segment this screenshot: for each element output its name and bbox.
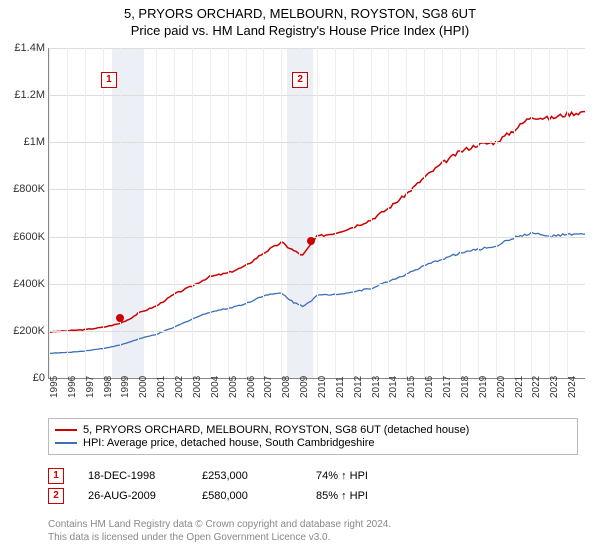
x-tick-label: 2017 [442, 376, 453, 398]
x-tick-label: 2002 [174, 376, 185, 398]
event-marker-point [307, 237, 315, 245]
txn-price: £580,000 [202, 490, 292, 502]
x-gridline [138, 48, 139, 378]
txn-vs-hpi: 85% ↑ HPI [316, 490, 406, 502]
table-row: 2 26-AUG-2009 £580,000 85% ↑ HPI [48, 488, 578, 504]
x-tick-label: 2012 [353, 376, 364, 398]
footer-line-2: This data is licensed under the Open Gov… [48, 531, 391, 544]
y-tick-label: £0 [33, 372, 45, 384]
x-tick-label: 2006 [246, 376, 257, 398]
legend-label: 5, PRYORS ORCHARD, MELBOURN, ROYSTON, SG… [83, 424, 469, 436]
x-gridline [281, 48, 282, 378]
x-tick-label: 2019 [478, 376, 489, 398]
x-gridline [67, 48, 68, 378]
x-gridline [210, 48, 211, 378]
chart-container: 5, PRYORS ORCHARD, MELBOURN, ROYSTON, SG… [0, 0, 600, 560]
x-gridline [549, 48, 550, 378]
x-gridline [335, 48, 336, 378]
event-marker-point [116, 314, 124, 322]
x-gridline [228, 48, 229, 378]
x-tick-label: 2005 [228, 376, 239, 398]
x-tick-label: 2003 [192, 376, 203, 398]
footer-line-1: Contains HM Land Registry data © Crown c… [48, 518, 391, 531]
x-tick-label: 2010 [317, 376, 328, 398]
x-tick-label: 2015 [406, 376, 417, 398]
event-marker-box: 2 [292, 72, 308, 88]
x-tick-label: 1998 [103, 376, 114, 398]
x-tick-label: 2020 [496, 376, 507, 398]
x-tick-label: 1995 [49, 376, 60, 398]
y-tick-label: £800K [13, 183, 45, 195]
x-gridline [496, 48, 497, 378]
legend-item: 5, PRYORS ORCHARD, MELBOURN, ROYSTON, SG… [55, 424, 571, 436]
x-tick-label: 2013 [371, 376, 382, 398]
x-tick-label: 2014 [388, 376, 399, 398]
x-gridline [156, 48, 157, 378]
x-tick-label: 2009 [299, 376, 310, 398]
y-tick-label: £400K [13, 278, 45, 290]
y-tick-label: £1.4M [14, 42, 45, 54]
legend: 5, PRYORS ORCHARD, MELBOURN, ROYSTON, SG… [48, 418, 578, 455]
x-tick-label: 1997 [85, 376, 96, 398]
y-tick-label: £600K [13, 231, 45, 243]
x-tick-label: 2008 [281, 376, 292, 398]
y-tick-label: £1M [24, 136, 45, 148]
txn-price: £253,000 [202, 470, 292, 482]
event-marker-box: 1 [101, 72, 117, 88]
x-gridline [192, 48, 193, 378]
marker-badge: 1 [48, 468, 64, 484]
x-gridline [424, 48, 425, 378]
x-tick-label: 2007 [263, 376, 274, 398]
x-tick-label: 2024 [567, 376, 578, 398]
x-gridline [263, 48, 264, 378]
legend-swatch [55, 442, 77, 444]
title-line-2: Price paid vs. HM Land Registry's House … [0, 23, 600, 40]
table-row: 1 18-DEC-1998 £253,000 74% ↑ HPI [48, 468, 578, 484]
y-tick-label: £200K [13, 325, 45, 337]
transaction-table: 1 18-DEC-1998 £253,000 74% ↑ HPI 2 26-AU… [48, 464, 578, 508]
x-gridline [442, 48, 443, 378]
x-tick-label: 2016 [424, 376, 435, 398]
x-tick-label: 2021 [514, 376, 525, 398]
txn-vs-hpi: 74% ↑ HPI [316, 470, 406, 482]
x-gridline [246, 48, 247, 378]
chart-title: 5, PRYORS ORCHARD, MELBOURN, ROYSTON, SG… [0, 0, 600, 40]
y-tick-label: £1.2M [14, 89, 45, 101]
txn-date: 26-AUG-2009 [88, 490, 178, 502]
legend-item: HPI: Average price, detached house, Sout… [55, 437, 571, 449]
x-tick-label: 2022 [531, 376, 542, 398]
x-gridline [317, 48, 318, 378]
x-tick-label: 2023 [549, 376, 560, 398]
x-gridline [388, 48, 389, 378]
x-gridline [460, 48, 461, 378]
chart-plot-area: £0£200K£400K£600K£800K£1M£1.2M£1.4M19951… [48, 48, 585, 379]
x-gridline [299, 48, 300, 378]
marker-badge: 2 [48, 488, 64, 504]
x-gridline [174, 48, 175, 378]
x-tick-label: 2011 [335, 376, 346, 398]
x-gridline [406, 48, 407, 378]
x-tick-label: 1999 [120, 376, 131, 398]
x-gridline [567, 48, 568, 378]
footer-attribution: Contains HM Land Registry data © Crown c… [48, 518, 391, 544]
x-gridline [371, 48, 372, 378]
x-tick-label: 2018 [460, 376, 471, 398]
x-gridline [103, 48, 104, 378]
x-tick-label: 2004 [210, 376, 221, 398]
x-tick-label: 2001 [156, 376, 167, 398]
x-gridline [531, 48, 532, 378]
x-gridline [478, 48, 479, 378]
txn-date: 18-DEC-1998 [88, 470, 178, 482]
x-tick-label: 1996 [67, 376, 78, 398]
legend-label: HPI: Average price, detached house, Sout… [83, 437, 374, 449]
x-gridline [120, 48, 121, 378]
x-tick-label: 2000 [138, 376, 149, 398]
x-gridline [49, 48, 50, 378]
x-gridline [85, 48, 86, 378]
x-gridline [353, 48, 354, 378]
legend-swatch [55, 429, 77, 431]
title-line-1: 5, PRYORS ORCHARD, MELBOURN, ROYSTON, SG… [0, 6, 600, 23]
x-gridline [514, 48, 515, 378]
